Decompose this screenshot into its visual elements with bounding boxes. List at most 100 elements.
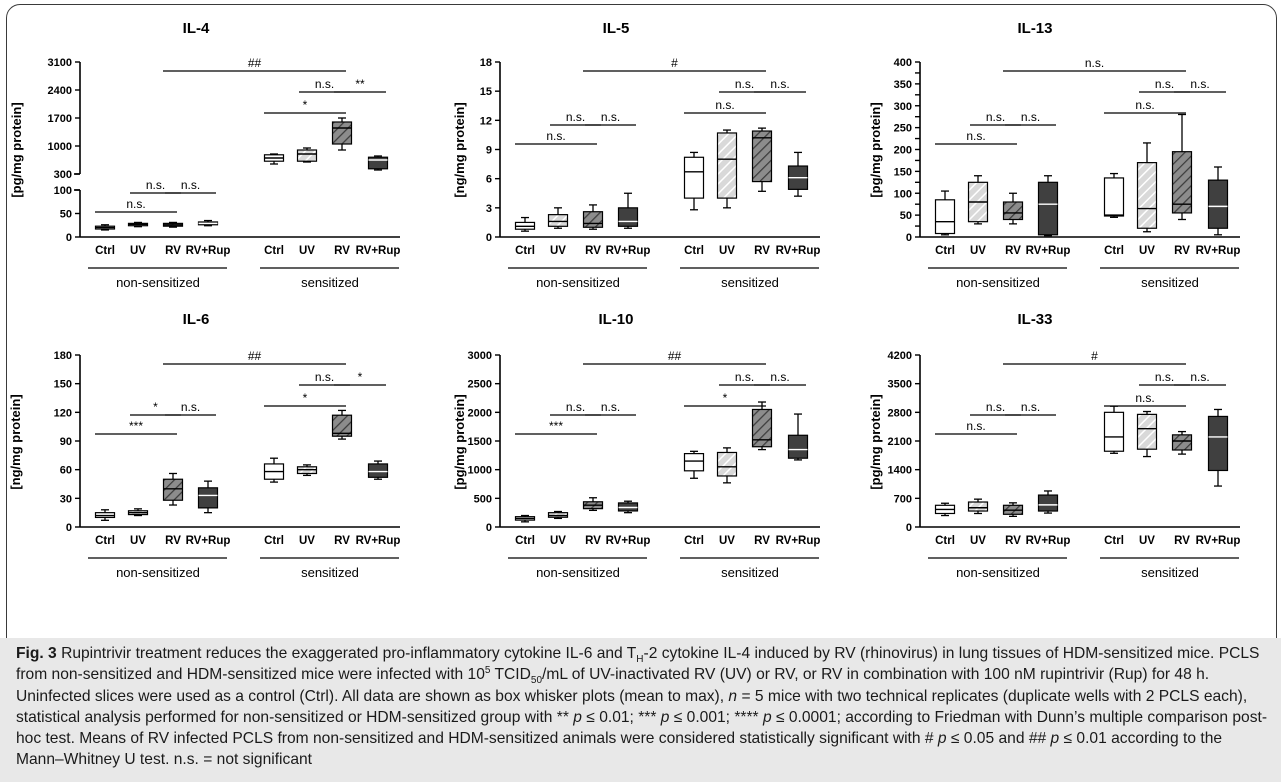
box-body: [162, 478, 184, 501]
chart-panel: 0 50 100 300 1000 1700 2400 3100 IL-4 [pg/mg prot…: [9, 20, 400, 290]
significance-annotation: n.s.: [1139, 77, 1190, 93]
caption-italic: p: [937, 730, 947, 748]
box-rvrup: [1037, 175, 1059, 237]
x-category-label: UV: [719, 245, 735, 257]
y-tick-label: 2400: [48, 85, 72, 97]
box-body: [367, 463, 389, 478]
significance-label: *: [153, 400, 158, 414]
significance-label: n.s.: [770, 370, 789, 384]
significance-label: n.s.: [126, 197, 145, 211]
y-tick-label: 3000: [468, 350, 492, 362]
box-body: [787, 434, 809, 459]
y-tick-label: 300: [894, 101, 912, 113]
y-tick-label: 6: [486, 174, 492, 186]
box-rv: [1171, 430, 1193, 455]
significance-annotation: n.s.: [515, 129, 597, 145]
significance-label: ***: [129, 419, 143, 433]
significance-label: n.s.: [986, 400, 1005, 414]
y-tick-label: 250: [894, 123, 912, 135]
x-category-label: RV: [165, 245, 181, 257]
x-category-label: UV: [970, 245, 986, 257]
x-category-label: RV: [1174, 245, 1190, 257]
significance-annotation: *: [334, 370, 386, 386]
box-rv: [162, 472, 184, 506]
significance-label: #: [1091, 349, 1098, 363]
y-tick-label: 50: [60, 209, 72, 221]
chart-panel: 0 30 60 90 120 150 180 IL-6 [ng/mg protein] Ctrl U…: [8, 311, 400, 580]
y-tick-label: 2800: [888, 407, 912, 419]
caption-italic: p: [1050, 730, 1060, 748]
y-tick-label: 400: [894, 57, 912, 69]
chart-panel: 0 700 1400 2100 2800 3500 4200 IL-33 [pg/mg prot…: [868, 311, 1240, 580]
box-ctrl: [263, 153, 285, 165]
y-tick-label: 1400: [888, 465, 912, 477]
x-category-label: Ctrl: [684, 245, 704, 257]
y-tick-label: 50: [900, 210, 912, 222]
y-tick-label: 4200: [888, 350, 912, 362]
y-tick-label: 2100: [888, 436, 912, 448]
significance-label: n.s.: [1135, 98, 1154, 112]
x-category-label: RV: [165, 535, 181, 547]
chart-panel: 0 3 6 9 12 15 18 IL-5 [ng/mg protein] Ctrl UV RV RV+…: [452, 20, 820, 290]
caption-text: = 5 mice with two technical replicates (…: [16, 687, 1248, 726]
box-rvrup: [197, 219, 219, 227]
significance-label: n.s.: [315, 370, 334, 384]
x-category-label: RV+Rup: [356, 245, 401, 257]
box-rv: [331, 409, 353, 440]
significance-label: n.s.: [1190, 370, 1209, 384]
box-rvrup: [367, 460, 389, 480]
significance-annotation: n.s.: [935, 419, 1017, 435]
significance-label: n.s.: [966, 419, 985, 433]
significance-annotation: n.s.: [299, 77, 350, 93]
x-category-label: RV: [1174, 535, 1190, 547]
x-category-label: RV+Rup: [356, 535, 401, 547]
group-label: non-sensitized: [956, 275, 1040, 290]
significance-annotation: *: [264, 391, 346, 407]
significance-annotation: ##: [163, 349, 346, 365]
y-tick-label: 1000: [468, 465, 492, 477]
caption-text: Rupintrivir treatment reduces the exagge…: [56, 645, 637, 662]
x-category-label: UV: [130, 535, 146, 547]
figure-caption: Fig. 3 Rupintrivir treatment reduces the…: [16, 643, 1268, 771]
significance-annotation: n.s.: [585, 110, 636, 126]
box-body: [1171, 151, 1193, 214]
box-rv: [1002, 502, 1024, 518]
x-category-label: UV: [970, 535, 986, 547]
y-tick-label: 30: [60, 493, 72, 505]
significance-label: n.s.: [715, 98, 734, 112]
box-ctrl: [934, 502, 956, 517]
y-axis-label: [pg/mg protein]: [868, 394, 883, 489]
box-body: [547, 214, 569, 227]
significance-annotation: *: [264, 98, 346, 114]
significance-label: n.s.: [1021, 110, 1040, 124]
significance-annotation: n.s.: [1174, 370, 1226, 386]
box-body: [1103, 411, 1125, 452]
box-uv: [547, 207, 569, 229]
x-category-label: Ctrl: [515, 245, 535, 257]
y-tick-label: 15: [480, 86, 492, 98]
significance-annotation: ##: [163, 56, 346, 72]
y-tick-label: 350: [894, 79, 912, 91]
caption-italic: p: [762, 708, 772, 726]
significance-label: n.s.: [966, 129, 985, 143]
significance-annotation: #: [583, 56, 766, 72]
box-body: [1002, 201, 1024, 221]
y-tick-label: 2000: [468, 407, 492, 419]
x-category-label: RV+Rup: [606, 245, 651, 257]
significance-annotation: n.s.: [719, 77, 770, 93]
box-body: [751, 130, 773, 183]
significance-annotation: n.s.: [1139, 370, 1190, 386]
significance-label: n.s.: [986, 110, 1005, 124]
box-rv: [1002, 192, 1024, 225]
box-body: [1136, 413, 1158, 450]
box-rv: [1171, 113, 1193, 221]
significance-annotation: n.s.: [165, 400, 216, 416]
box-rvrup: [787, 151, 809, 197]
y-axis-label: [ng/mg protein]: [8, 394, 23, 489]
y-tick-label: 2500: [468, 379, 492, 391]
box-rv: [582, 497, 604, 512]
x-category-label: RV+Rup: [1026, 535, 1071, 547]
box-rvrup: [197, 480, 219, 514]
x-category-label: UV: [550, 245, 566, 257]
significance-label: n.s.: [1155, 77, 1174, 91]
